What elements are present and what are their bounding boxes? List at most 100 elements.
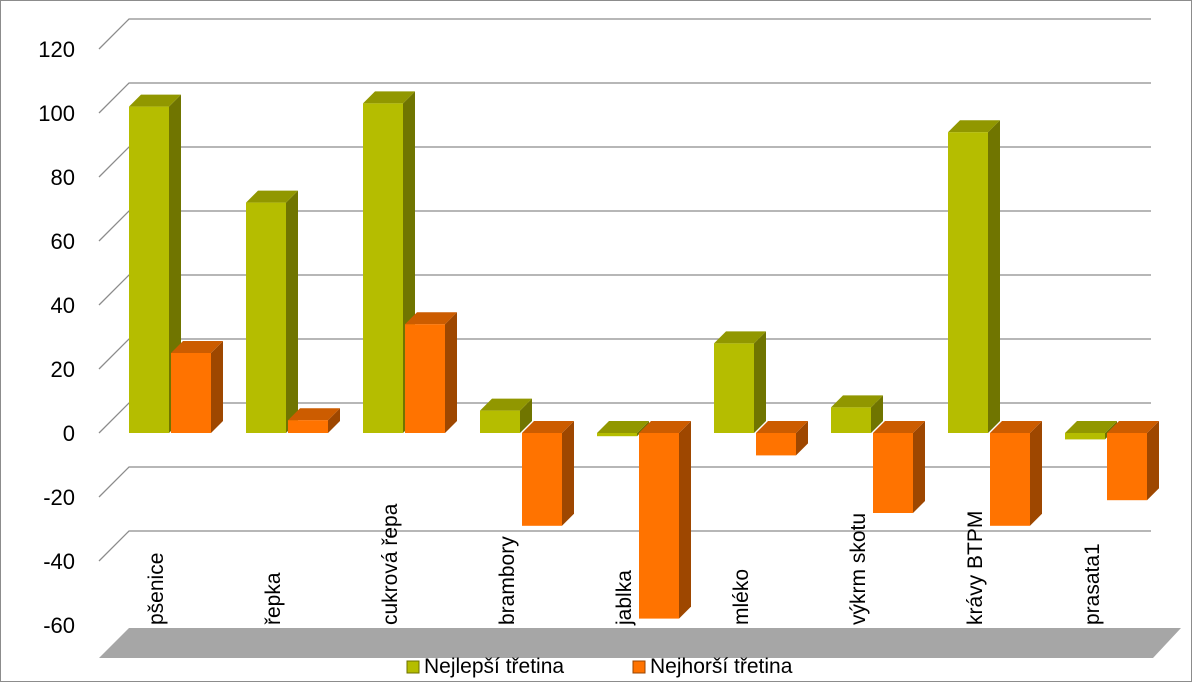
bar-side bbox=[1030, 421, 1042, 526]
y-tick-label: -40 bbox=[43, 549, 75, 574]
legend-swatch bbox=[406, 660, 420, 674]
y-tick-label: 80 bbox=[51, 165, 75, 190]
gridline bbox=[98, 466, 1151, 498]
x-tick-label: řepka bbox=[262, 572, 285, 625]
bar bbox=[405, 312, 457, 433]
bar-side bbox=[520, 398, 532, 433]
bar-side bbox=[211, 341, 223, 433]
chart-floor bbox=[99, 628, 1181, 658]
bar-front bbox=[405, 324, 445, 433]
y-tick-label: 0 bbox=[63, 421, 75, 446]
bar-side bbox=[988, 120, 1000, 433]
bar bbox=[522, 421, 574, 526]
bar-front bbox=[714, 343, 754, 433]
bar-front bbox=[873, 433, 913, 513]
legend-label: Nejlepší třetina bbox=[424, 655, 564, 678]
gridline bbox=[98, 18, 1151, 50]
bars bbox=[129, 91, 1159, 619]
bar-top bbox=[639, 421, 691, 433]
bar-side bbox=[913, 421, 925, 513]
x-tick-label: krávy BTPM bbox=[964, 511, 987, 625]
bar-front bbox=[1065, 433, 1105, 440]
bar bbox=[171, 341, 223, 433]
bar-front bbox=[480, 410, 520, 433]
bar-front bbox=[639, 433, 679, 619]
bar-side bbox=[562, 421, 574, 526]
bar-top bbox=[1107, 421, 1159, 433]
bar-top bbox=[129, 94, 181, 107]
x-tick-label: pšenice bbox=[145, 553, 168, 625]
legend: Nejlepší třetina Nejhorší třetina bbox=[406, 655, 793, 678]
bar-side bbox=[679, 421, 691, 619]
bar-top bbox=[948, 120, 1000, 133]
bar-top bbox=[1065, 421, 1117, 433]
x-axis: pšenice řepka cukrová řepa brambory jablka ml… bbox=[145, 503, 1104, 626]
bar-side bbox=[1147, 421, 1159, 501]
bar-top bbox=[405, 312, 457, 325]
bar bbox=[288, 408, 340, 433]
y-tick-label: 40 bbox=[51, 293, 75, 318]
bar-top bbox=[363, 91, 415, 104]
bar-front bbox=[522, 433, 562, 526]
bar-front bbox=[756, 433, 796, 456]
bar-top bbox=[480, 398, 532, 411]
y-tick-label: 20 bbox=[51, 357, 75, 382]
bar-top bbox=[714, 331, 766, 344]
legend-item: Nejhorší třetina bbox=[632, 655, 793, 678]
x-tick-label: cukrová řepa bbox=[379, 503, 402, 625]
bar bbox=[990, 421, 1042, 526]
bar-top bbox=[873, 421, 925, 433]
bar-top bbox=[990, 421, 1042, 433]
x-tick-label: brambory bbox=[496, 536, 519, 625]
bar bbox=[756, 421, 808, 456]
bar bbox=[714, 331, 766, 433]
bar-front bbox=[288, 420, 328, 433]
bar-top bbox=[288, 408, 340, 421]
bar-front bbox=[171, 353, 211, 433]
bar-front bbox=[129, 106, 169, 433]
bar-top bbox=[756, 421, 808, 433]
bar-front bbox=[990, 433, 1030, 526]
bar-top bbox=[246, 190, 298, 203]
bar-top bbox=[597, 421, 649, 433]
x-tick-label: prasata1 bbox=[1081, 543, 1104, 625]
bar-front bbox=[831, 407, 871, 433]
y-axis: 120 100 80 60 40 20 0 -20 -40 -60 bbox=[38, 37, 75, 638]
bar-side bbox=[286, 190, 298, 433]
bar bbox=[246, 190, 298, 433]
legend-label: Nejhorší třetina bbox=[650, 655, 793, 678]
y-tick-label: -60 bbox=[43, 613, 75, 638]
bar-side bbox=[328, 408, 340, 433]
y-tick-label: 100 bbox=[38, 101, 75, 126]
bar bbox=[129, 94, 181, 433]
y-tick-label: 60 bbox=[51, 229, 75, 254]
bar-side bbox=[445, 312, 457, 433]
x-tick-label: jablka bbox=[613, 570, 636, 626]
bar bbox=[480, 398, 532, 433]
bar bbox=[1107, 421, 1159, 501]
legend-swatch bbox=[632, 660, 646, 674]
bar-top bbox=[831, 395, 883, 408]
bar-front bbox=[948, 132, 988, 433]
bar-front bbox=[363, 103, 403, 434]
bar-top bbox=[171, 341, 223, 353]
bar-side bbox=[871, 395, 883, 433]
gridline bbox=[98, 82, 1151, 114]
y-tick-label: -20 bbox=[43, 485, 75, 510]
x-tick-label: výkrm skotu bbox=[847, 513, 870, 625]
y-tick-label: 120 bbox=[38, 37, 75, 62]
gridline bbox=[98, 530, 1151, 562]
bar bbox=[873, 421, 925, 513]
bar-front bbox=[597, 433, 637, 437]
bar-front bbox=[1107, 433, 1147, 501]
bar-top bbox=[522, 421, 574, 433]
x-tick-label: mléko bbox=[730, 569, 753, 625]
bar-front bbox=[246, 202, 286, 433]
bar bbox=[831, 395, 883, 433]
bar bbox=[948, 120, 1000, 433]
bar bbox=[639, 421, 691, 619]
bar-side bbox=[796, 421, 808, 456]
bar-side bbox=[754, 331, 766, 433]
